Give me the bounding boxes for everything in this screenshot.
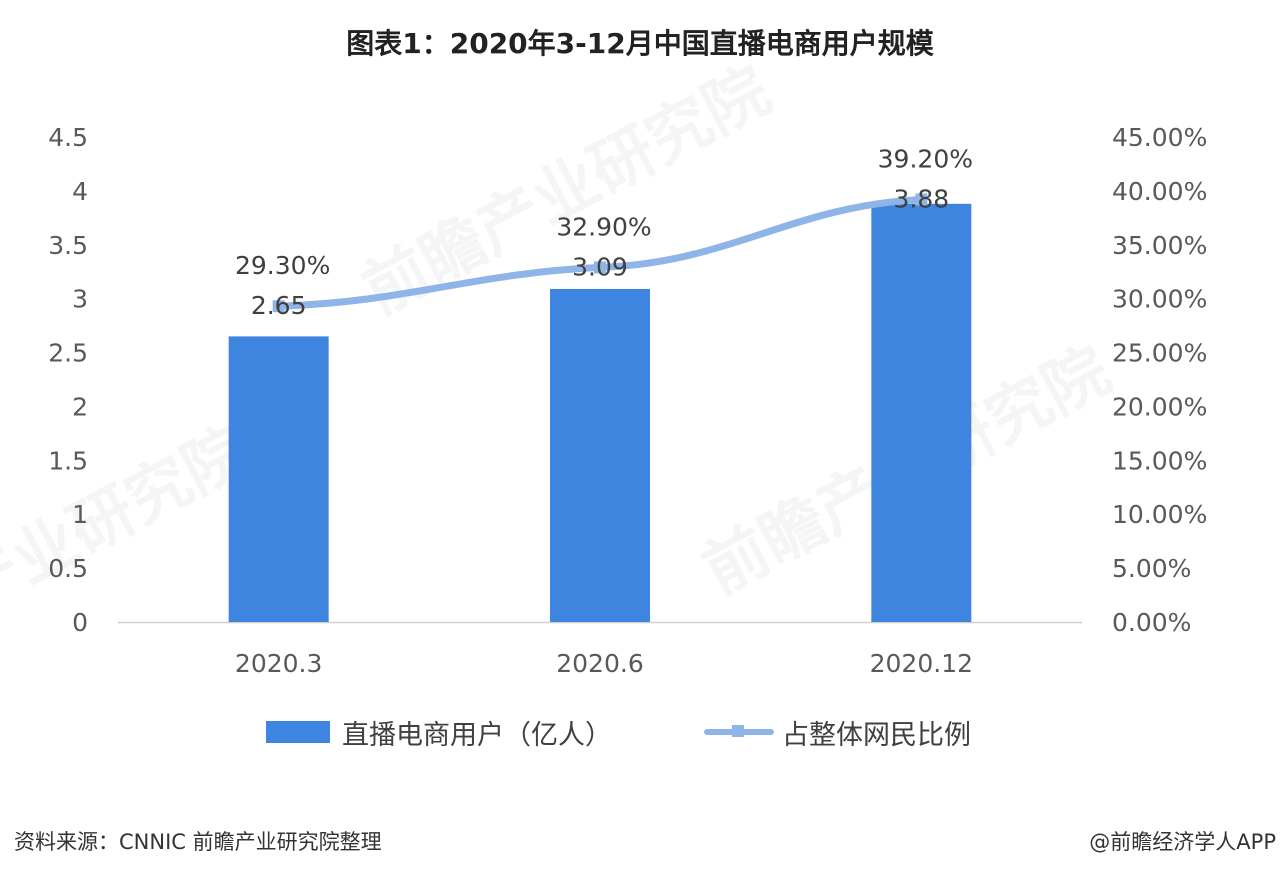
y-left-tick-label: 0: [72, 608, 88, 637]
y-right-tick-label: 30.00%: [1112, 285, 1207, 314]
credit-note: @前瞻经济学人APP: [1089, 830, 1276, 854]
line-marker: [272, 300, 285, 313]
legend-line-swatch: [704, 725, 774, 737]
y-right-tick-label: 15.00%: [1112, 446, 1207, 475]
legend-label: 直播电商用户（亿人）: [342, 719, 612, 751]
y-left-tick-label: 2: [72, 392, 88, 421]
y-right-tick-label: 35.00%: [1112, 231, 1207, 260]
y-left-tick-label: 2.5: [48, 339, 88, 368]
y-right-tick-label: 40.00%: [1112, 177, 1207, 206]
bar: [871, 203, 972, 623]
y-left-tick-label: 0.5: [48, 554, 88, 583]
x-tick-label: 2020.3: [235, 649, 322, 678]
y-right-tick-label: 5.00%: [1112, 554, 1191, 583]
bar-data-label: 3.88: [893, 185, 949, 214]
y-right-tick-label: 45.00%: [1112, 123, 1207, 152]
x-tick-label: 2020.12: [870, 649, 973, 678]
legend-bar-swatch: [266, 721, 330, 743]
y-left-tick-label: 4.5: [48, 123, 88, 152]
y-left-tick-label: 1.5: [48, 446, 88, 475]
y-left-tick-label: 4: [72, 177, 88, 206]
y-right-tick-label: 20.00%: [1112, 392, 1207, 421]
bar-data-label: 2.65: [251, 291, 307, 320]
y-right-tick-label: 25.00%: [1112, 339, 1207, 368]
line-marker: [915, 193, 928, 206]
chart-title: 图表1：2020年3-12月中国直播电商用户规模: [346, 27, 934, 60]
y-left-tick-label: 1: [72, 500, 88, 529]
line-marker: [594, 261, 606, 274]
legend-item-line: 占整体网民比例: [704, 712, 971, 752]
bar-data-label: 3.09: [572, 252, 628, 281]
legend-label: 占整体网民比例: [782, 719, 971, 751]
y-right-tick-label: 10.00%: [1112, 500, 1207, 529]
bar: [550, 288, 650, 622]
x-tick-label: 2020.6: [556, 649, 643, 678]
line-data-label: 39.20%: [878, 145, 973, 174]
legend: 直播电商用户（亿人） 占整体网民比例: [0, 712, 1280, 752]
line-data-label: 29.30%: [235, 251, 330, 280]
bar: [228, 336, 329, 622]
y-right-tick-label: 0.00%: [1112, 608, 1191, 637]
y-left-tick-label: 3.5: [48, 231, 88, 260]
legend-item-bar: 直播电商用户（亿人）: [266, 712, 612, 752]
line-data-label: 32.90%: [556, 212, 651, 241]
source-note: 资料来源：CNNIC 前瞻产业研究院整理: [14, 830, 382, 854]
y-left-tick-label: 3: [72, 285, 88, 314]
